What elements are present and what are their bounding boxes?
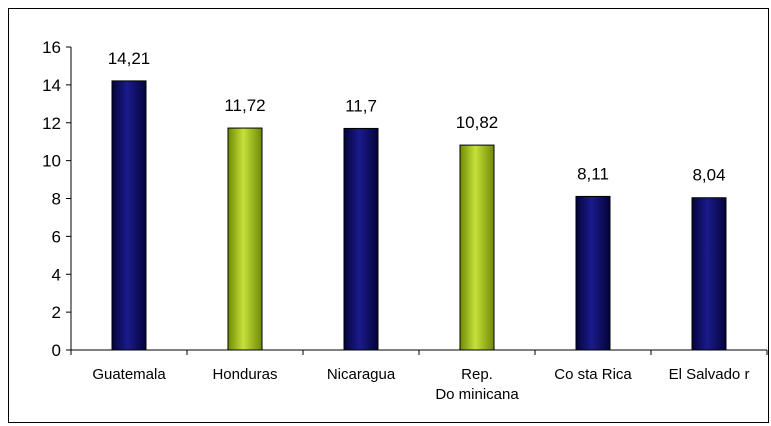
data-label: 8,04 — [692, 166, 725, 185]
axes: 0 2 4 6 8 10 12 14 16 — [42, 38, 768, 360]
category-label-line: El Salvado r — [669, 366, 750, 383]
bar-rep-dominicana — [459, 144, 495, 351]
y-tick-label: 4 — [52, 265, 61, 284]
bar-chart: 0 2 4 6 8 10 12 14 16 14,21 Guatemala 11,72 Hondura… — [42, 38, 768, 403]
category-label-line: Rep. — [461, 366, 493, 383]
category-label: Honduras — [212, 366, 277, 383]
category-label: Rep. Do minicana — [435, 366, 519, 403]
y-tick-label: 16 — [42, 38, 61, 57]
y-tick-label: 0 — [52, 341, 61, 360]
chart-frame: 0 2 4 6 8 10 12 14 16 14,21 Guatemala 11,72 Hondura… — [8, 8, 769, 423]
y-tick-label: 6 — [52, 227, 61, 246]
bar-costa-rica — [575, 195, 611, 351]
y-tick-label: 12 — [42, 114, 61, 133]
category-label-line: Nicaragua — [327, 366, 396, 383]
bars — [111, 80, 727, 351]
category-label-line: Guatemala — [92, 366, 166, 383]
y-tick-label: 8 — [52, 190, 61, 209]
y-tick-label: 14 — [42, 76, 61, 95]
data-label: 11,7 — [345, 96, 377, 115]
category-label-line: Do minicana — [435, 386, 519, 403]
category-label: El Salvado r — [669, 366, 750, 383]
category-label: Guatemala — [92, 366, 166, 383]
category-label: Nicaragua — [327, 366, 396, 383]
data-label: 14,21 — [108, 49, 151, 68]
category-label-line: Co sta Rica — [554, 366, 632, 383]
category-label-line: Honduras — [212, 366, 277, 383]
y-tick-label: 2 — [52, 303, 61, 322]
bar-nicaragua — [343, 127, 379, 351]
data-label: 11,72 — [224, 96, 265, 115]
bar-guatemala — [111, 80, 147, 351]
bar-el-salvador — [691, 197, 727, 351]
bar-honduras — [227, 127, 263, 351]
category-label: Co sta Rica — [554, 366, 632, 383]
labels: 14,21 Guatemala 11,72 Honduras 11,7 Nicaragua… — [92, 49, 749, 403]
data-label: 10,82 — [456, 113, 499, 132]
y-tick-label: 10 — [42, 152, 61, 171]
data-label: 8,11 — [577, 164, 609, 183]
